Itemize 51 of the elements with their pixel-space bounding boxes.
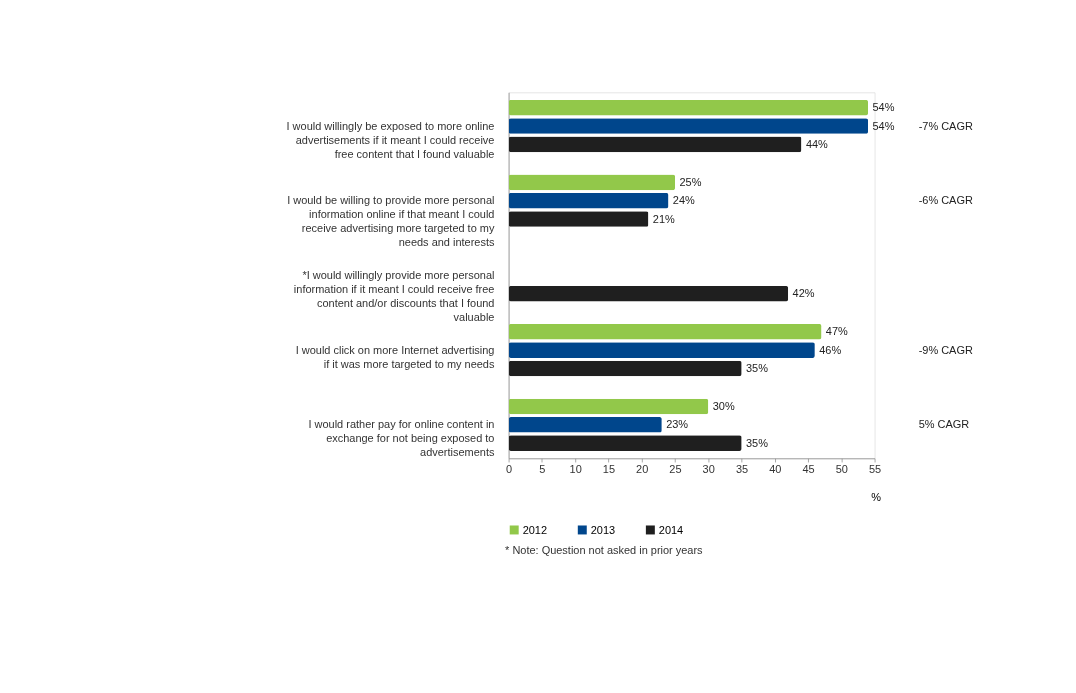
data-label: 47%	[825, 325, 849, 338]
data-label: 54%	[872, 101, 895, 114]
y-tick-label: I would rather pay for online content in exchange for not being exposed to advertisements	[308, 418, 495, 459]
bar	[508, 360, 742, 377]
data-label: 35%	[746, 436, 769, 449]
bar	[508, 417, 662, 433]
x-tick-label: 20	[636, 462, 649, 475]
text: 5% CAGR	[918, 418, 970, 431]
bar	[508, 285, 789, 302]
text: -6% CAGR	[918, 194, 973, 207]
bar	[508, 435, 742, 451]
x-tick-label: 40	[769, 462, 782, 475]
y-tick-label: I would click on more Internet advertising if it was more targeted to my needs	[295, 343, 495, 370]
x-axis-title: %	[871, 490, 882, 503]
text: * Note: Question not asked in prior years	[505, 543, 704, 556]
x-tick-label: 25	[669, 462, 682, 475]
x-tick-label: 35	[735, 462, 749, 475]
bar	[508, 323, 822, 340]
y-tick-label: I would willingly be exposed to more online advertisements if it meant I could receive free content that I found valuable	[286, 119, 495, 160]
y-tick-label: *I would willingly provide more personal information if it meant I could receive free content and/or discounts that I found valuable	[293, 269, 495, 323]
x-tick-label: 50	[835, 462, 848, 475]
data-label: 46%	[819, 343, 842, 356]
legend-label: 2012	[522, 523, 548, 536]
x-tick-label: 30	[702, 462, 715, 475]
legend-label: 2013	[590, 523, 616, 536]
data-label: 23%	[666, 418, 689, 431]
y-tick-label: I would be willing to provide more personal information online if that meant I could receive advertising more targeted to my needs and interests	[287, 194, 495, 249]
data-label: 44%	[805, 138, 829, 151]
text: -9% CAGR	[918, 343, 973, 356]
bar	[508, 342, 815, 358]
bar	[508, 398, 709, 415]
data-label: 54%	[872, 119, 895, 132]
x-tick-label: 55	[868, 462, 882, 475]
bar	[508, 118, 869, 134]
x-tick-label: 15	[602, 462, 615, 475]
x-tick-label: 10	[569, 462, 582, 475]
data-label: 35%	[746, 362, 769, 375]
data-label: 21%	[652, 212, 676, 225]
x-tick-label: 45	[802, 462, 815, 475]
data-label: 24%	[672, 194, 696, 207]
x-tick-label: 0	[506, 462, 513, 475]
bar	[508, 99, 869, 116]
x-tick-label: 5	[539, 462, 546, 475]
bar	[508, 174, 676, 191]
data-label: 25%	[679, 176, 702, 189]
data-label: 30%	[712, 400, 735, 413]
legend-label: 2014	[658, 523, 684, 536]
bar	[508, 192, 669, 209]
data-label: 42%	[792, 287, 815, 300]
text: -7% CAGR	[918, 119, 973, 132]
bar	[508, 136, 802, 153]
